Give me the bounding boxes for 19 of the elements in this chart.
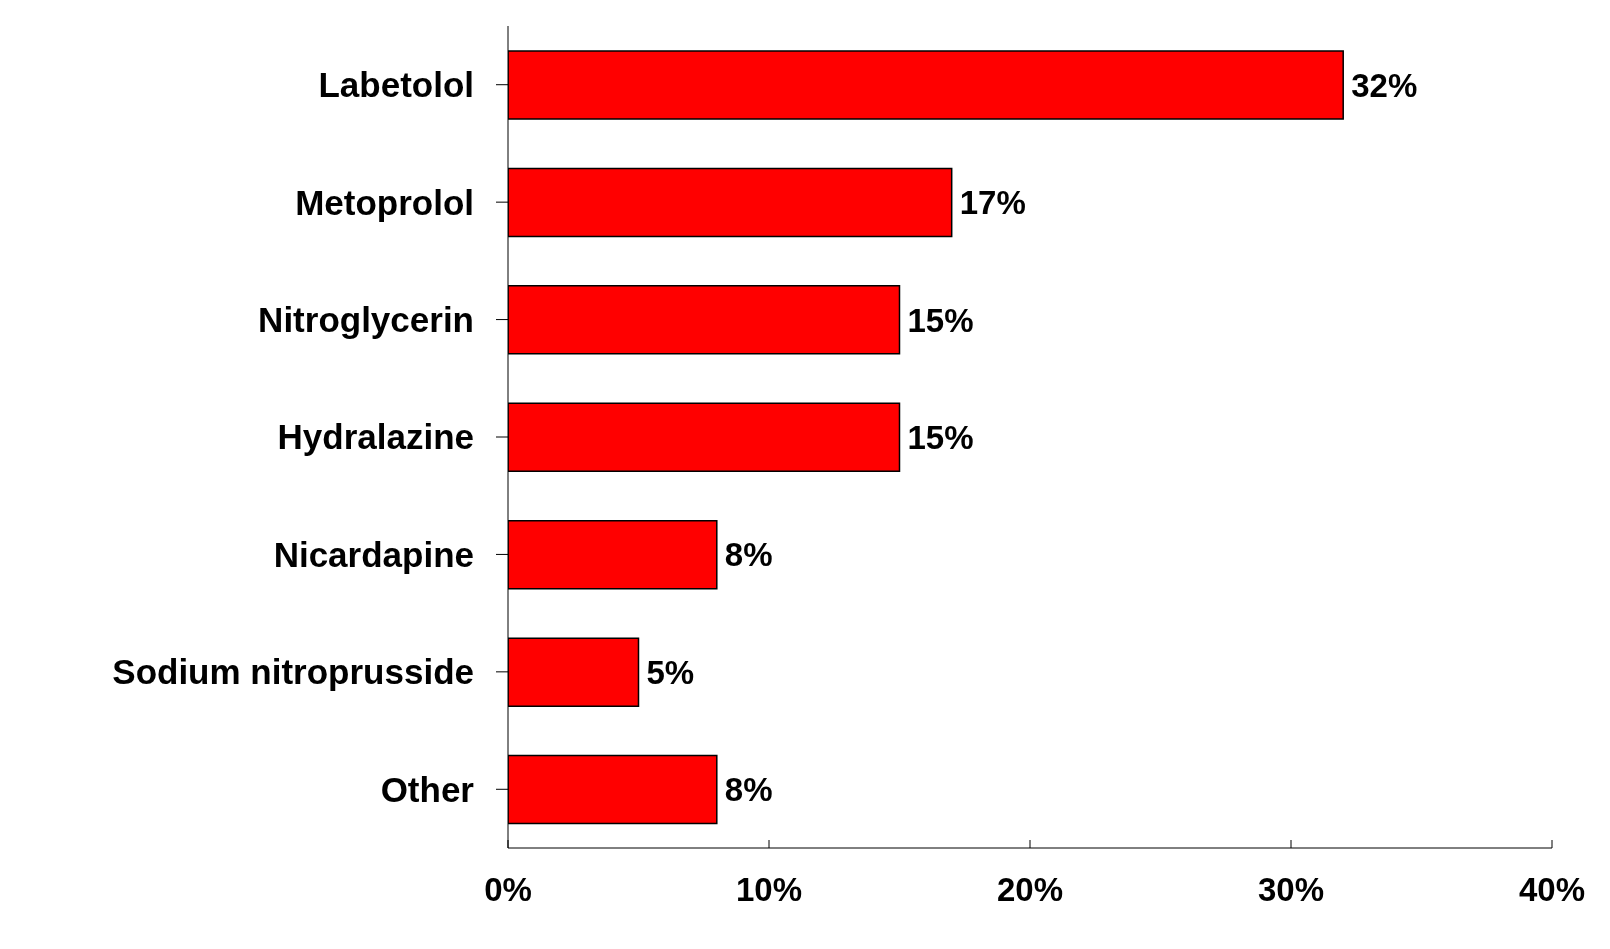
data-label: 15% (907, 419, 974, 456)
data-label: 32% (1351, 66, 1418, 104)
data-label: 5% (646, 653, 695, 691)
x-tick-label: 0% (484, 871, 532, 909)
x-tick-label: 10% (735, 871, 803, 909)
y-tick-label: Other (380, 769, 475, 809)
y-tick-label: Nicardapine (273, 534, 474, 574)
data-label: 8% (724, 536, 773, 574)
x-tick-label: 40% (1518, 871, 1586, 909)
y-tick-label: Hydralazine (277, 417, 474, 457)
y-tick-label: Metoprolol (295, 182, 474, 222)
data-label: 8% (724, 771, 773, 809)
data-label: 17% (959, 184, 1026, 222)
y-tick-label: Nitroglycerin (258, 300, 474, 339)
x-tick-label: 30% (1257, 871, 1325, 909)
y-tick-label: Labetolol (318, 65, 474, 105)
y-tick-label: Sodium nitroprusside (112, 652, 474, 692)
x-tick-label: 20% (996, 871, 1064, 909)
data-label: 15% (907, 301, 974, 339)
